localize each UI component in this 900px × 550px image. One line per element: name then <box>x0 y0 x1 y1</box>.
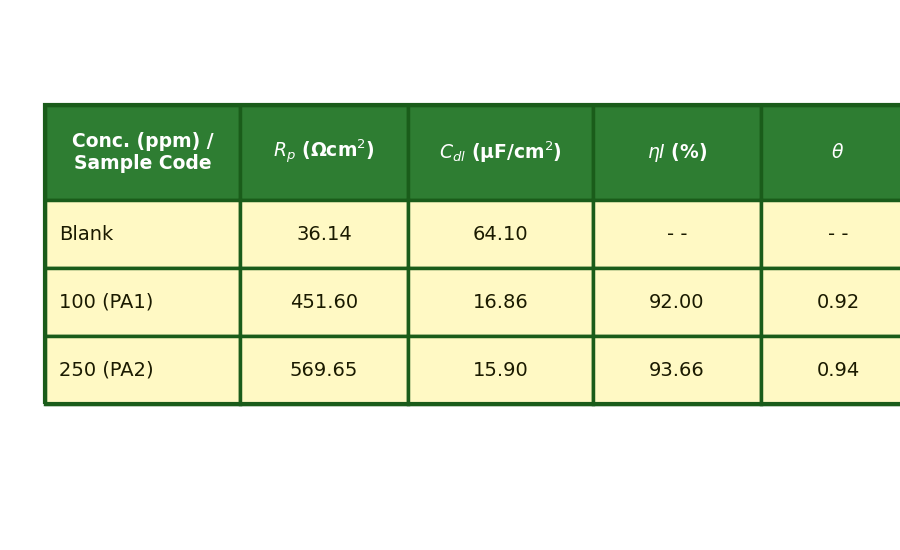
Bar <box>408 268 593 336</box>
Bar <box>593 105 761 200</box>
Bar <box>593 268 761 336</box>
Bar <box>45 105 240 200</box>
Text: 0.94: 0.94 <box>816 360 860 379</box>
Bar <box>408 105 593 200</box>
Text: Conc. (ppm) /
Sample Code: Conc. (ppm) / Sample Code <box>72 132 213 173</box>
Text: - -: - - <box>828 224 848 244</box>
Text: 0.92: 0.92 <box>816 293 860 311</box>
Text: 451.60: 451.60 <box>290 293 358 311</box>
Text: 36.14: 36.14 <box>296 224 352 244</box>
Bar <box>761 268 900 336</box>
Text: 64.10: 64.10 <box>472 224 528 244</box>
Bar <box>408 336 593 404</box>
Bar <box>240 105 408 200</box>
Text: 15.90: 15.90 <box>472 360 528 379</box>
Bar <box>45 268 240 336</box>
Text: $C_{dl}$ (μF/cm$^2$): $C_{dl}$ (μF/cm$^2$) <box>439 140 562 165</box>
Text: $\eta I$ (%): $\eta I$ (%) <box>647 141 707 164</box>
Text: 16.86: 16.86 <box>472 293 528 311</box>
Bar <box>240 268 408 336</box>
Bar <box>761 200 900 268</box>
Text: - -: - - <box>667 224 688 244</box>
Bar <box>45 200 240 268</box>
Text: 100 (PA1): 100 (PA1) <box>59 293 153 311</box>
Text: 569.65: 569.65 <box>290 360 358 379</box>
Bar <box>761 105 900 200</box>
Bar <box>240 336 408 404</box>
Bar <box>45 105 900 404</box>
Bar <box>593 336 761 404</box>
Text: 250 (PA2): 250 (PA2) <box>59 360 154 379</box>
Bar <box>761 336 900 404</box>
Bar <box>240 200 408 268</box>
Bar <box>593 200 761 268</box>
Text: $R_p$ (Ωcm$^2$): $R_p$ (Ωcm$^2$) <box>274 139 374 167</box>
Text: 93.66: 93.66 <box>649 360 705 379</box>
Bar <box>408 200 593 268</box>
Text: $\theta$: $\theta$ <box>832 143 844 162</box>
Text: 92.00: 92.00 <box>649 293 705 311</box>
Text: Blank: Blank <box>59 224 113 244</box>
Bar <box>45 336 240 404</box>
